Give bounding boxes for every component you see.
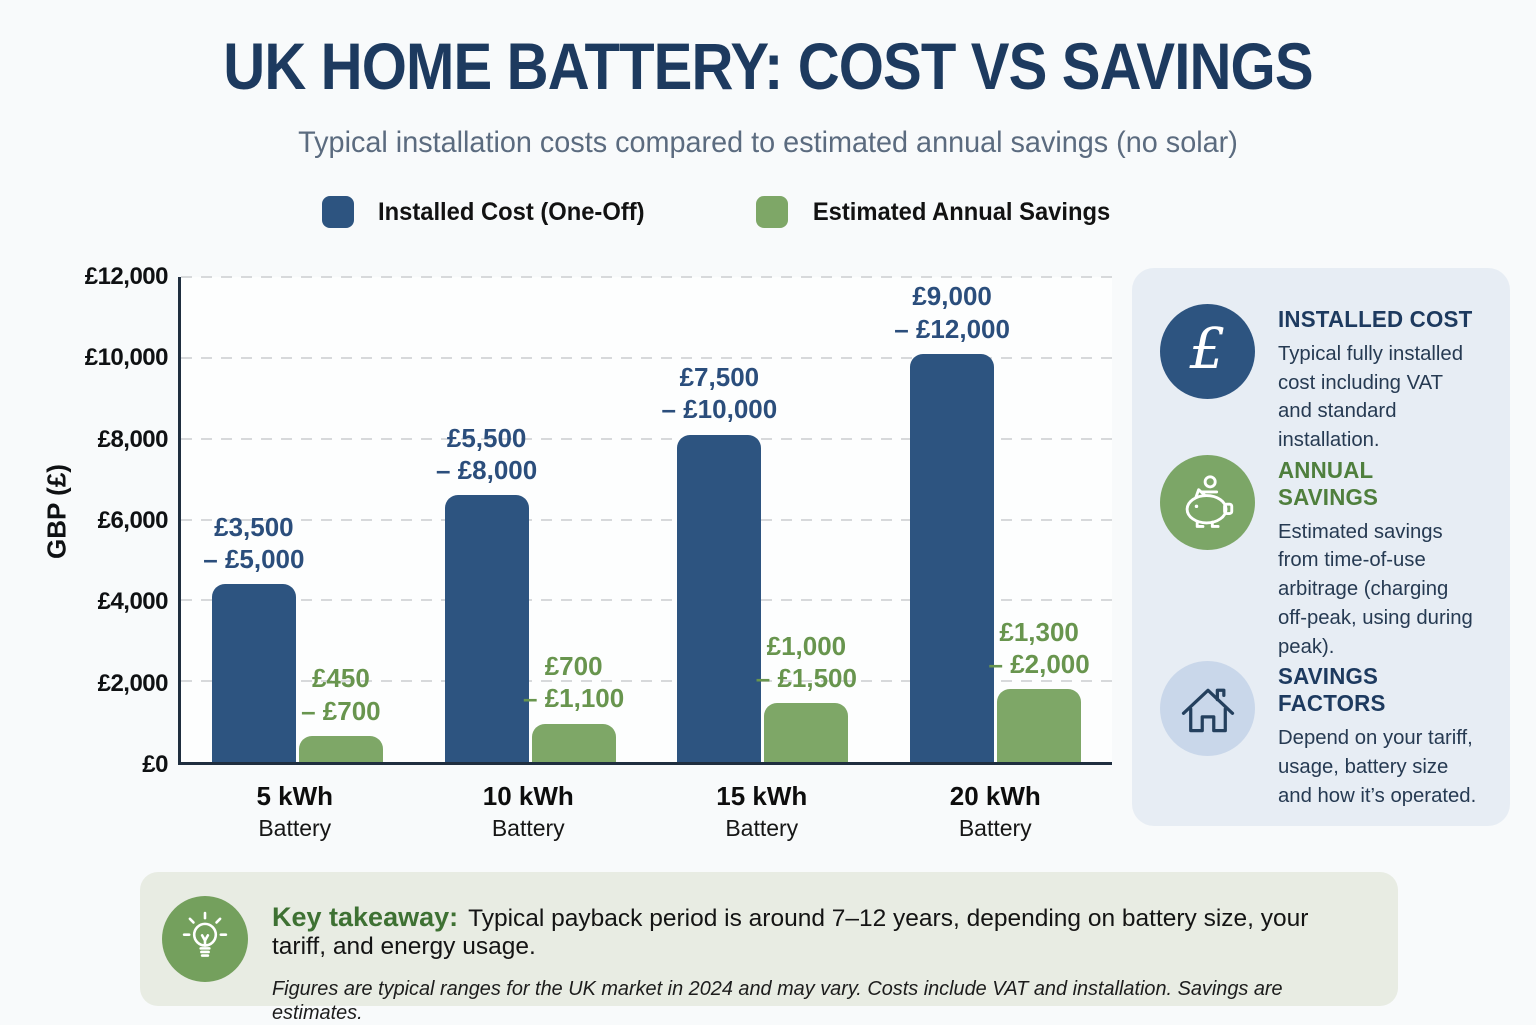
annual-savings-value-label: £1,000– £1,500 xyxy=(755,630,857,694)
annual-savings-bar: £1,000– £1,500 xyxy=(756,631,857,762)
x-axis-label: 10 kWh Battery xyxy=(482,781,574,841)
bar-groups: £3,500– £5,000 £450– £700 £5,500– £8,000 £7… xyxy=(181,277,1112,762)
card-body: Depend on your tariff, usage, battery si… xyxy=(1278,726,1477,807)
pound-icon: £ xyxy=(1160,304,1255,399)
y-axis-ticks: £0 £2,000 £4,000 £6,000 £8,000 £10,000 £12,000 xyxy=(50,263,169,778)
page-title: UK HOME BATTERY: COST VS SAVINGS xyxy=(223,29,1313,103)
installed-cost-value-label: £3,500– £5,000 xyxy=(203,511,305,574)
legend-label: Installed Cost (One-Off) xyxy=(378,197,645,226)
gridline xyxy=(181,599,1112,602)
takeaway-label: Key takeaway: xyxy=(272,902,459,932)
gridline xyxy=(181,518,1112,521)
installed-cost-value-label: £5,500– £8,000 xyxy=(436,422,538,486)
y-axis-tick: £4,000 xyxy=(97,588,169,616)
gridline xyxy=(181,276,1112,278)
gridline xyxy=(181,356,1112,359)
house-icon xyxy=(1160,661,1255,757)
x-axis-labels: 5 kWh Battery 10 kWh Battery 15 kWh Battery 20… xyxy=(178,781,1112,842)
gridline xyxy=(181,437,1112,440)
key-takeaway-banner: Key takeaway: Typical payback period is a… xyxy=(140,872,1398,1024)
x-axis-label: 5 kWh Battery xyxy=(256,781,334,841)
card-body: Typical fully installed cost including V… xyxy=(1278,342,1464,452)
installed-cost-bar: £5,500– £8,000 xyxy=(436,423,537,762)
takeaway-line: Key takeaway: Typical payback period is a… xyxy=(272,902,1368,961)
bar-group-20-kwh: £9,000– £12,000 £1,300– £2,000 xyxy=(879,277,1112,762)
annual-savings-value-label: £450– £700 xyxy=(301,663,381,726)
annual-savings-bar: £700– £1,100 xyxy=(523,651,624,762)
y-axis-tick: £10,000 xyxy=(84,344,169,372)
installed-cost-value-label: £7,500– £10,000 xyxy=(661,362,778,425)
bar-group-5-kwh: £3,500– £5,000 £450– £700 xyxy=(181,277,414,762)
takeaway-footnote: Figures are typical ranges for the UK ma… xyxy=(272,977,1283,1024)
y-axis-tick: £12,000 xyxy=(84,263,169,290)
card-heading: INSTALLED COST xyxy=(1278,306,1473,332)
installed-cost-swatch xyxy=(322,196,355,228)
card-annual-savings: ANNUAL SAVINGS Estimated savings from ti… xyxy=(1160,454,1484,661)
card-body: Estimated savings from time-of-use arbit… xyxy=(1278,519,1473,658)
bar-group-15-kwh: £7,500– £10,000 £1,000– £1,500 xyxy=(647,277,880,762)
gridline xyxy=(181,680,1112,683)
piggy-bank-icon xyxy=(1160,454,1255,550)
card-heading: SAVINGS FACTORS xyxy=(1278,663,1386,717)
card-heading: ANNUAL SAVINGS xyxy=(1278,456,1379,510)
y-axis-tick: £0 xyxy=(142,751,168,778)
installed-cost-value-label: £9,000– £12,000 xyxy=(894,281,1010,344)
installed-cost-bar: £3,500– £5,000 xyxy=(203,512,304,762)
page-subtitle: Typical installation costs compared to e… xyxy=(298,126,1238,159)
bar-group-10-kwh: £5,500– £8,000 £700– £1,100 xyxy=(414,277,647,762)
y-axis-tick: £8,000 xyxy=(97,425,169,453)
card-savings-factors: SAVINGS FACTORS Depend on your tariff, u… xyxy=(1160,661,1484,810)
legend-item-annual-savings: Estimated Annual Savings xyxy=(755,196,1118,228)
card-installed-cost: £ INSTALLED COST Typical fully installed… xyxy=(1160,304,1484,455)
annual-savings-swatch xyxy=(755,196,788,228)
annual-savings-value-label: £700– £1,100 xyxy=(523,651,625,714)
takeaway-text: Typical payback period is around 7–12 ye… xyxy=(272,905,1309,960)
plot-area: £3,500– £5,000 £450– £700 £5,500– £8,000 £7… xyxy=(178,276,1112,765)
y-axis-tick: £6,000 xyxy=(97,507,169,534)
legend-item-installed-cost: Installed Cost (One-Off) xyxy=(322,196,652,228)
info-sidebar: £ INSTALLED COST Typical fully installed… xyxy=(1132,268,1510,826)
x-axis-label: 15 kWh Battery xyxy=(716,781,808,841)
annual-savings-bar: £450– £700 xyxy=(298,663,383,762)
legend-label: Estimated Annual Savings xyxy=(812,197,1110,226)
x-axis-label: 20 kWh Battery xyxy=(949,781,1041,841)
chart-legend: Installed Cost (One-Off) Estimated Annua… xyxy=(0,196,1440,228)
installed-cost-bar: £7,500– £10,000 xyxy=(662,362,777,762)
annual-savings-bar: £1,300– £2,000 xyxy=(989,617,1090,762)
installed-cost-bar: £9,000– £12,000 xyxy=(894,281,1010,762)
annual-savings-value-label: £1,300– £2,000 xyxy=(988,616,1090,680)
lightbulb-icon xyxy=(162,896,248,982)
y-axis-tick: £2,000 xyxy=(97,669,169,697)
